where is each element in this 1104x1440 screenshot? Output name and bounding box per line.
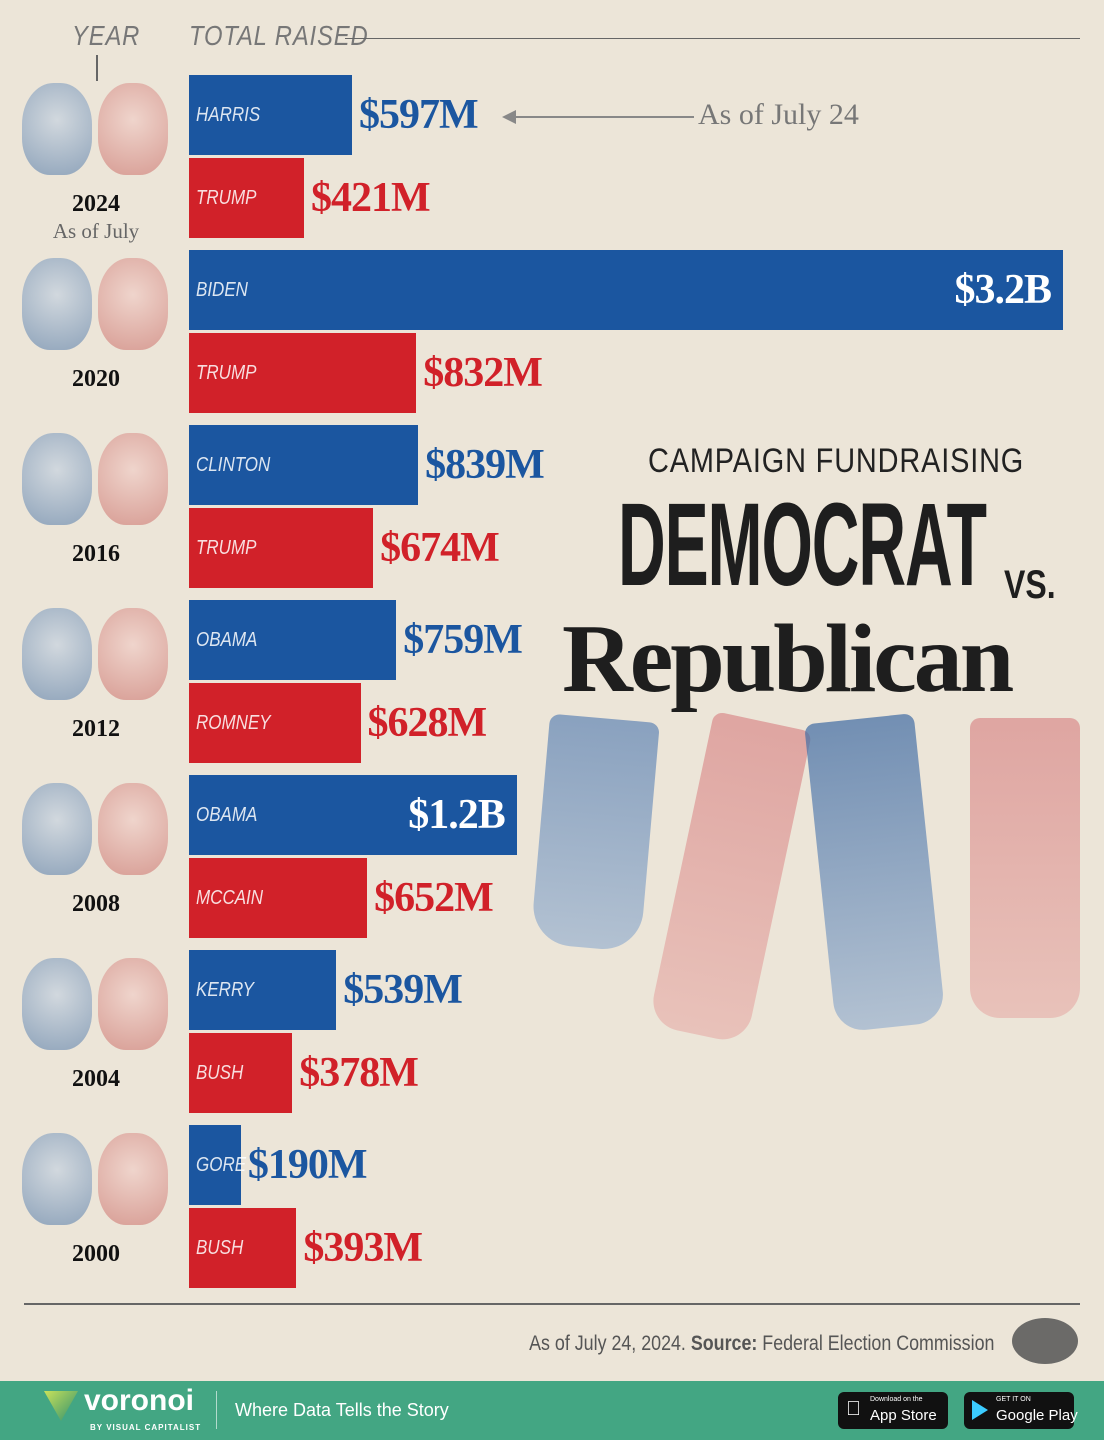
app-store-label: App Store [870, 1407, 937, 1424]
title-republican: Republican [562, 605, 1014, 713]
democrat-portrait [22, 433, 92, 525]
app-store-button[interactable]:  Download on the App Store [838, 1392, 948, 1429]
candidate-name: ROMNEY [196, 712, 271, 734]
year-label: 2024 [72, 191, 120, 217]
republican-portrait [98, 783, 168, 875]
bar-trump-2016: TRUMP [189, 508, 374, 588]
value-label: $832M [423, 350, 543, 396]
bar-trump-2024: TRUMP [189, 158, 304, 238]
bar-obama-2012: OBAMA [189, 600, 397, 680]
bar-mccain-2008: MCCAIN [189, 858, 368, 938]
bar-trump-2020: TRUMP [189, 333, 417, 413]
footer-rule [24, 1303, 1080, 1305]
democrat-portrait [22, 1133, 92, 1225]
republican-hand-illustration [970, 718, 1080, 1018]
republican-portrait [98, 83, 168, 175]
democrat-portrait [22, 608, 92, 700]
value-label: $652M [374, 875, 494, 921]
year-note: As of July [52, 219, 140, 243]
title-vs: VS. [1004, 563, 1056, 607]
source-label: Source: [690, 1332, 757, 1355]
value-label: $190M [247, 1142, 368, 1188]
value-label: $628M [367, 700, 488, 746]
arrow-head-icon [502, 110, 516, 124]
republican-portrait [98, 958, 168, 1050]
google-play-small: GET IT ON [996, 1396, 1031, 1403]
tagline: Where Data Tells the Story [235, 1400, 449, 1420]
year-label: 2000 [72, 1241, 120, 1267]
header-rule [345, 38, 1080, 39]
democrat-portrait [22, 258, 92, 350]
google-play-button[interactable]: GET IT ON Google Play [964, 1392, 1078, 1429]
republican-portrait [98, 258, 168, 350]
year-label: 2008 [72, 891, 120, 917]
bar-bush-2000: BUSH [189, 1208, 297, 1288]
bar-biden-2020: BIDEN [189, 250, 1063, 330]
republican-portrait [98, 1133, 168, 1225]
candidate-name: BIDEN [196, 279, 248, 301]
year-label: 2016 [72, 541, 120, 567]
value-label: $393M [303, 1225, 423, 1271]
google-play-label: Google Play [996, 1407, 1078, 1424]
candidate-name: HARRIS [196, 104, 261, 126]
value-label: $421M [310, 175, 431, 221]
value-label: $1.2B [408, 792, 506, 838]
title-democrat: DEMOCRAT [618, 479, 987, 611]
bar-bush-2004: BUSH [189, 1033, 293, 1113]
democrat-portrait [22, 958, 92, 1050]
value-label: $839M [425, 442, 545, 488]
democrat-hand-illustration [804, 713, 946, 1033]
candidate-name: CLINTON [196, 454, 271, 476]
annotation-arrow [504, 116, 694, 118]
year-label: 2004 [72, 1066, 120, 1092]
brand-name: voronoi [84, 1384, 194, 1417]
candidate-name: GORE [196, 1154, 247, 1176]
footer-bar: voronoi BY VISUAL CAPITALIST Where Data … [0, 1381, 1104, 1440]
candidate-name: BUSH [196, 1062, 244, 1084]
value-label: $539M [343, 967, 463, 1013]
app-store-small: Download on the [870, 1396, 923, 1403]
google-play-icon [972, 1400, 988, 1420]
source-text: Federal Election Commission [761, 1332, 994, 1355]
candidate-name: MCCAIN [196, 887, 264, 909]
value-label: $759M [403, 617, 523, 663]
total-raised-header: TOTAL RAISED [189, 20, 369, 51]
candidate-name: TRUMP [196, 187, 257, 209]
candidate-name: TRUMP [196, 362, 257, 384]
year-header: YEAR [72, 20, 141, 51]
voronoi-logo-icon [44, 1391, 78, 1421]
bar-romney-2012: ROMNEY [189, 683, 361, 763]
democrat-hand-illustration [530, 713, 660, 953]
candidate-name: OBAMA [196, 629, 258, 651]
bar-kerry-2004: KERRY [189, 950, 337, 1030]
value-label: $3.2B [954, 267, 1052, 313]
binoculars-logo-icon [1012, 1318, 1078, 1364]
democrat-portrait [22, 783, 92, 875]
value-label: $378M [299, 1050, 419, 1096]
bar-obama-2008: OBAMA [189, 775, 517, 855]
bar-gore-2000: GORE [189, 1125, 246, 1205]
candidate-name: BUSH [196, 1237, 244, 1259]
as-of-note: As of July 24, 2024. [528, 1332, 686, 1355]
apple-icon:  [846, 1398, 861, 1420]
value-label: $674M [380, 525, 500, 571]
footer-divider [216, 1391, 217, 1429]
bar-clinton-2016: CLINTON [189, 425, 419, 505]
source-note: As of July 24, 2024. Source: Federal Ele… [529, 1332, 994, 1356]
title-kicker: CAMPAIGN FUNDRAISING [648, 442, 1025, 480]
year-tick [96, 55, 98, 81]
candidate-name: TRUMP [196, 537, 257, 559]
year-label: 2012 [72, 716, 120, 742]
brand-sub: BY VISUAL CAPITALIST [90, 1423, 202, 1432]
candidate-name: OBAMA [196, 804, 258, 826]
annotation-text: As of July 24 [698, 98, 859, 131]
value-label: $597M [359, 92, 479, 138]
candidate-name: KERRY [196, 979, 254, 1001]
year-label: 2020 [72, 366, 120, 392]
democrat-portrait [22, 83, 92, 175]
bar-harris-2024: HARRIS [189, 75, 353, 155]
republican-portrait [98, 433, 168, 525]
republican-hand-illustration [647, 711, 813, 1045]
republican-portrait [98, 608, 168, 700]
